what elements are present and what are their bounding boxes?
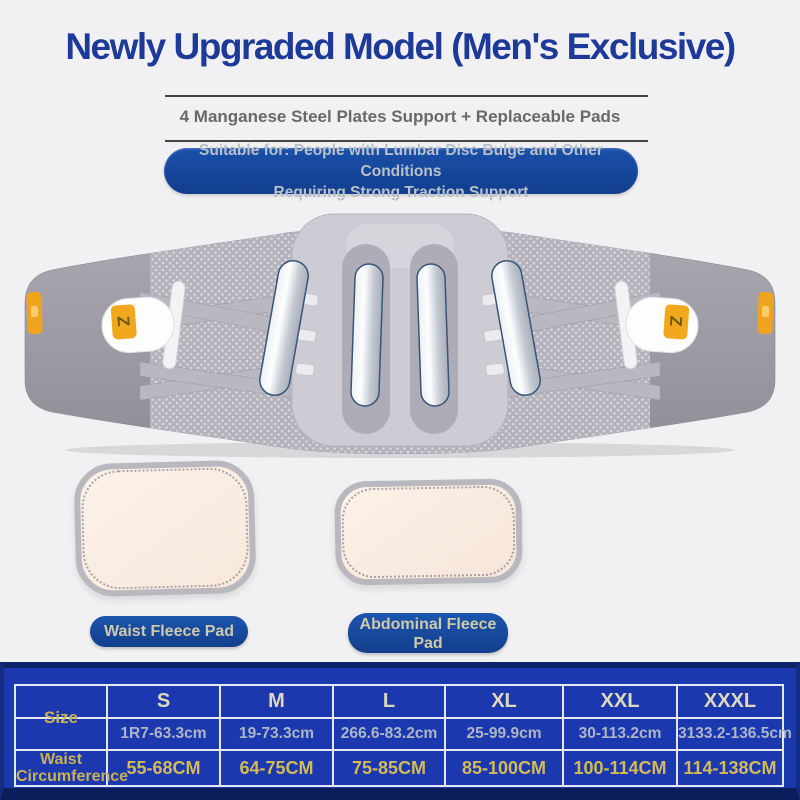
- size-range-xxxl: 3133.2-136.5cm: [676, 717, 792, 751]
- abdominal-fleece-pad-image: [334, 478, 523, 586]
- size-chart-panel: Size S M L XL XXL XXXL 1R7-63.3cm 19-73.…: [0, 662, 800, 800]
- size-range-xxl: 30-113.2cm: [562, 717, 678, 751]
- edge-tags: [26, 291, 774, 335]
- suitable-for-banner: Suitable for: People with Lumbar Disc Bu…: [164, 142, 638, 201]
- steel-plates: [259, 260, 541, 407]
- waist-pad-label: Waist Fleece Pad: [90, 616, 248, 647]
- strap-buckles: [295, 292, 505, 377]
- size-range-xl: 25-99.9cm: [444, 717, 564, 751]
- right-pull-tab: Z: [625, 296, 699, 354]
- size-col-l: L: [332, 684, 446, 719]
- back-panel: [291, 213, 509, 447]
- waist-value-xl: 85-100CM: [444, 749, 564, 787]
- abdominal-pad-label-line1: Abdominal Fleece: [359, 616, 497, 633]
- divider-top: [165, 95, 648, 97]
- subtitle: 4 Manganese Steel Plates Support + Repla…: [179, 107, 621, 126]
- waist-value-s: 55-68CM: [106, 749, 221, 787]
- banner-line-1: Suitable for: People with Lumbar Disc Bu…: [199, 141, 603, 180]
- left-tab-logo: Z: [113, 315, 133, 327]
- left-pull-tab: Z: [101, 296, 175, 354]
- abdominal-pad-label-line2: Pad: [413, 635, 443, 652]
- right-tab-logo: Z: [666, 315, 686, 327]
- size-corner-label: Size: [43, 707, 79, 727]
- waist-value-xxxl: 114-138CM: [676, 749, 784, 787]
- size-table: Size S M L XL XXL XXXL 1R7-63.3cm 19-73.…: [14, 684, 792, 787]
- size-col-xl: XL: [444, 684, 564, 719]
- size-range-m: 19-73.3cm: [219, 717, 334, 751]
- waist-fleece-pad-image: [73, 459, 257, 598]
- size-col-xxl: XXL: [562, 684, 678, 719]
- waist-value-m: 64-75CM: [219, 749, 334, 787]
- page-title: Newly Upgraded Model (Men's Exclusive): [65, 26, 736, 67]
- size-range-s: 1R7-63.3cm: [106, 717, 221, 751]
- size-corner-cell: Size: [14, 684, 108, 751]
- row-divider-line: [15, 716, 107, 719]
- waist-row-label: Waist Circumference: [14, 749, 129, 787]
- abdominal-pad-label: Abdominal Fleece Pad: [348, 613, 508, 653]
- size-col-m: M: [219, 684, 334, 719]
- waist-value-l: 75-85CM: [332, 749, 446, 787]
- waist-value-xxl: 100-114CM: [562, 749, 678, 787]
- divider-bottom: [165, 140, 648, 142]
- size-col-s: S: [106, 684, 221, 719]
- size-col-xxxl: XXXL: [676, 684, 784, 719]
- banner-line-2: Requiring Strong Traction Support: [273, 183, 529, 201]
- size-range-l: 266.6-83.2cm: [332, 717, 446, 751]
- lumbar-belt-image: Z Z: [24, 213, 776, 458]
